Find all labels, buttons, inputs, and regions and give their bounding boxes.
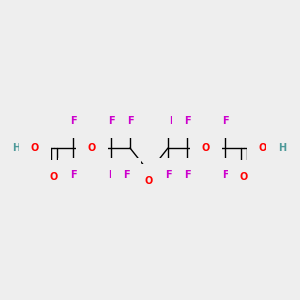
Text: F: F [108, 116, 114, 126]
Text: F: F [127, 116, 133, 126]
Text: O: O [31, 143, 39, 153]
Text: O: O [202, 143, 210, 153]
Text: F: F [70, 170, 76, 180]
Text: F: F [184, 116, 190, 126]
Text: F: F [123, 170, 129, 180]
Text: F: F [70, 116, 76, 126]
Text: O: O [50, 172, 58, 182]
Text: F: F [222, 116, 228, 126]
Text: O: O [88, 143, 96, 153]
Text: F: F [165, 170, 171, 180]
Text: H: H [12, 143, 20, 153]
Text: H: H [278, 143, 286, 153]
Text: F: F [169, 116, 175, 126]
Text: O: O [259, 143, 267, 153]
Text: F: F [108, 170, 114, 180]
Text: O: O [240, 172, 248, 182]
Text: F: F [184, 170, 190, 180]
Text: F: F [222, 170, 228, 180]
Text: O: O [145, 176, 153, 186]
